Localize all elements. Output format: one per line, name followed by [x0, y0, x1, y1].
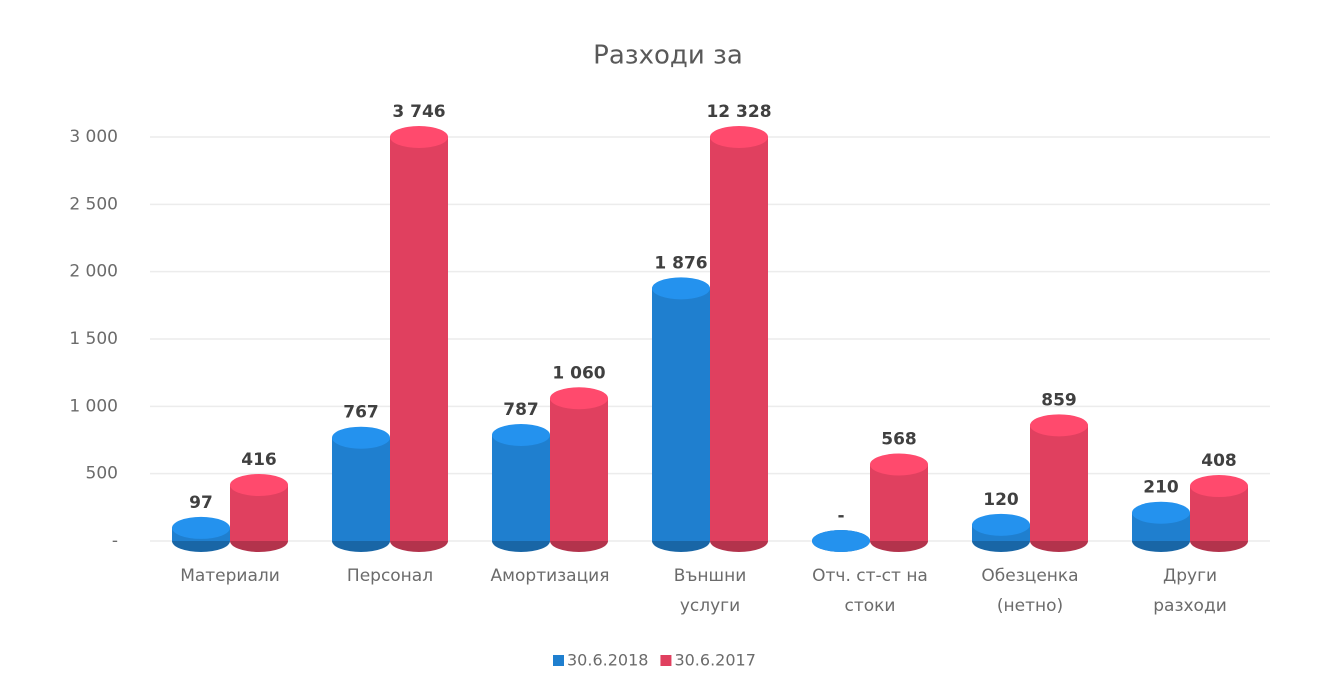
- y-tick-label: 1 000: [69, 396, 118, 416]
- x-tick-line: Отч. ст-ст на: [812, 566, 928, 586]
- bar-cap: [390, 126, 448, 148]
- bar: [710, 126, 768, 552]
- bar-body: [1030, 425, 1088, 541]
- bar-cap: [1190, 475, 1248, 498]
- value-label: 97: [189, 493, 213, 513]
- x-tick-line: услуги: [680, 596, 740, 616]
- bar-cap: [870, 453, 928, 476]
- bar-cap: [492, 424, 550, 447]
- bar-cap: [230, 473, 288, 496]
- bar-body: [550, 398, 608, 541]
- bar-cap: [1030, 414, 1088, 437]
- bar-body: [652, 288, 710, 541]
- y-tick-label: 2 500: [69, 194, 118, 214]
- bar-body: [332, 437, 390, 541]
- bar-cap: [812, 530, 870, 552]
- x-tick-line: Външни: [674, 566, 747, 586]
- bar: [390, 126, 448, 552]
- value-label: 1 060: [552, 363, 605, 383]
- bar: [550, 387, 608, 552]
- x-tick-line: Други: [1163, 566, 1217, 586]
- bar: [172, 516, 230, 552]
- bar-body: [710, 137, 768, 541]
- x-tick-label: Персонал: [347, 566, 433, 586]
- y-tick-label: 3 000: [69, 127, 118, 147]
- bar-cap: [332, 426, 390, 449]
- x-tick-label: Отч. ст-ст на стоки: [812, 566, 928, 616]
- x-tick-label: Амортизация: [491, 566, 610, 586]
- bar: [1030, 414, 1088, 552]
- legend-label: 30.6.2017: [674, 651, 755, 670]
- y-tick-label: 1 500: [69, 329, 118, 349]
- bar-body: [492, 435, 550, 541]
- x-tick-line: Материали: [180, 566, 280, 586]
- value-label: 210: [1143, 478, 1179, 498]
- value-label: 12 328: [706, 102, 771, 122]
- x-tick-line: Амортизация: [491, 566, 610, 586]
- x-tick-line: (нетно): [997, 596, 1063, 616]
- y-tick-label: 2 000: [69, 262, 118, 282]
- chart-title: Разходи за: [593, 41, 743, 71]
- legend-swatch: [553, 655, 564, 666]
- bar-cap: [710, 126, 768, 148]
- x-tick-line: Обезценка: [981, 566, 1078, 586]
- value-label: 568: [881, 430, 917, 450]
- value-label: -: [837, 506, 844, 526]
- x-tick-line: Персонал: [347, 566, 433, 586]
- bar: [1190, 475, 1248, 552]
- y-tick-label: -: [112, 531, 118, 551]
- bar-cap: [652, 277, 710, 300]
- x-tick-line: разходи: [1153, 596, 1227, 616]
- bar: [492, 424, 550, 552]
- bar: [1132, 501, 1190, 552]
- bar: [972, 513, 1030, 552]
- bar: [870, 453, 928, 552]
- x-tick-label: Други разходи: [1153, 566, 1227, 616]
- bar: [812, 530, 870, 552]
- bar-cap: [172, 516, 230, 539]
- value-label: 787: [503, 400, 539, 420]
- value-label: 408: [1201, 451, 1237, 471]
- x-tick-label: Материали: [180, 566, 280, 586]
- value-label: 1 876: [654, 253, 707, 273]
- value-label: 3 746: [392, 102, 445, 122]
- value-label: 120: [983, 490, 1019, 510]
- bar-body: [390, 137, 448, 541]
- bar-cap: [972, 513, 1030, 536]
- bar: [332, 426, 390, 552]
- bar-body: [870, 464, 928, 541]
- x-tick-line: стоки: [845, 596, 896, 616]
- bar: [652, 277, 710, 552]
- legend-label: 30.6.2018: [567, 651, 648, 670]
- value-label: 767: [343, 403, 379, 423]
- x-tick-label: Обезценка (нетно): [981, 566, 1078, 616]
- bar-cap: [1132, 501, 1190, 524]
- bar-cap: [550, 387, 608, 410]
- x-tick-label: Външни услуги: [674, 566, 747, 616]
- value-label: 859: [1041, 390, 1077, 410]
- value-label: 416: [241, 450, 277, 470]
- y-tick-label: 500: [86, 464, 118, 484]
- bar: [230, 473, 288, 552]
- legend-swatch: [660, 655, 672, 666]
